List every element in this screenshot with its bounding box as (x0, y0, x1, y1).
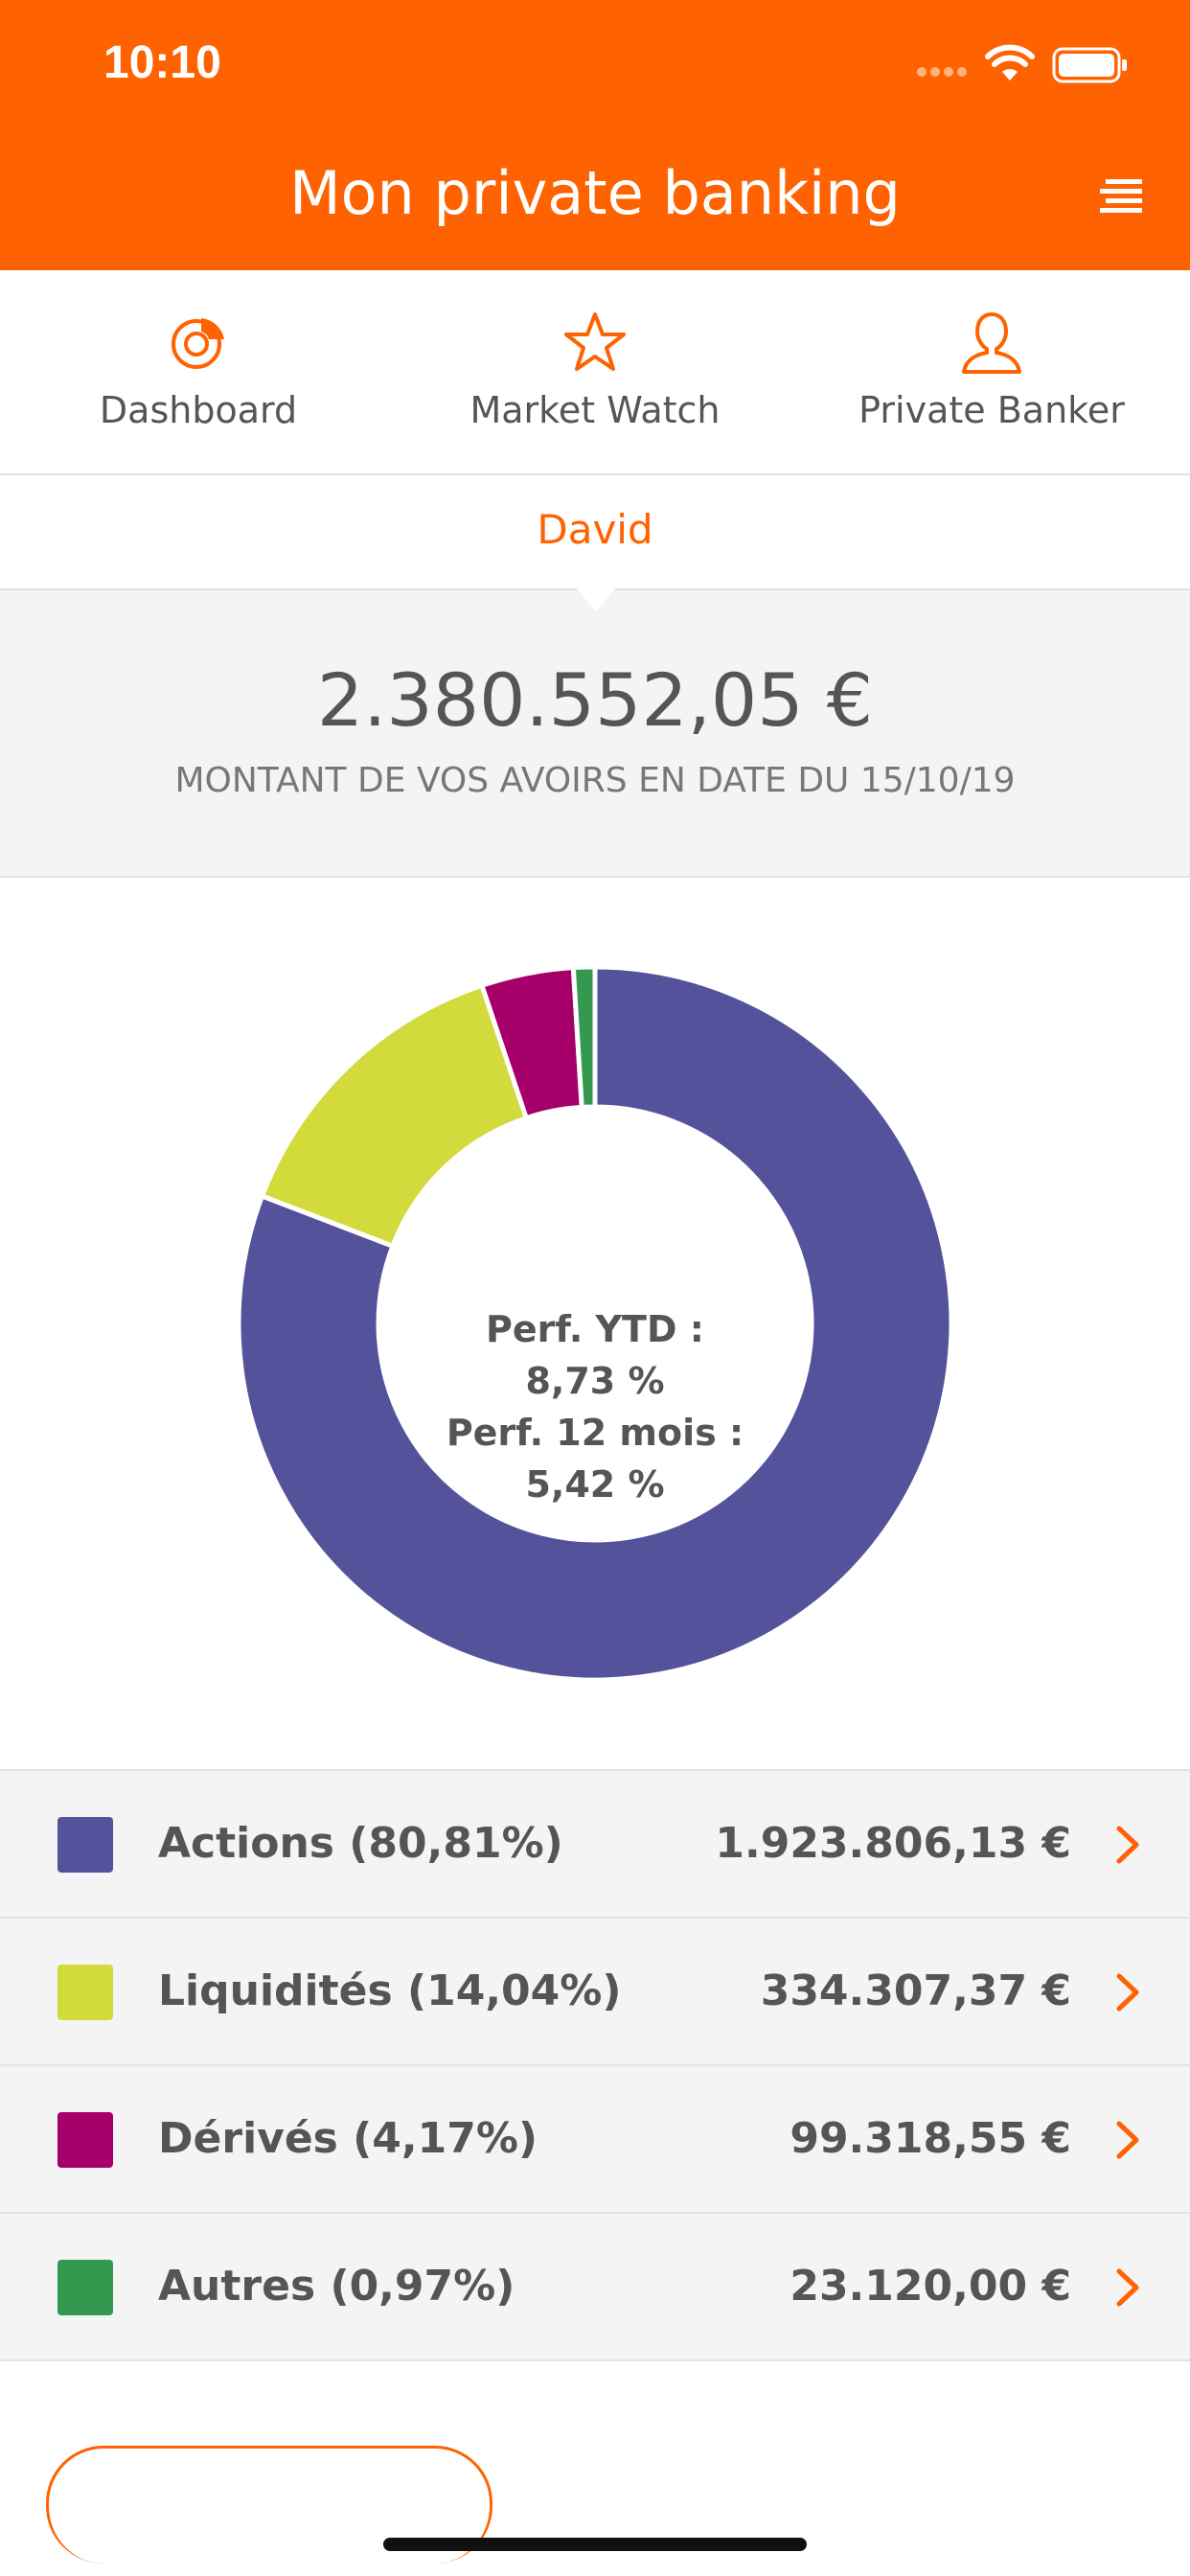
chevron-right-icon (1116, 2268, 1139, 2307)
row-value: 334.307,37 € (760, 1966, 1071, 2015)
row-label: Actions (80,81%) (158, 1819, 563, 1868)
perf-ytd-value: 8,73 % (525, 1360, 665, 1402)
color-swatch (57, 2260, 113, 2315)
battery-icon (1052, 47, 1127, 83)
perf-12m-value: 5,42 % (525, 1463, 665, 1506)
tab-bar: Dashboard Market Watch Private Banker (0, 270, 1190, 475)
color-swatch (57, 1965, 113, 2020)
color-swatch (57, 2112, 113, 2168)
chevron-right-icon (1116, 1973, 1139, 2012)
color-swatch (57, 1817, 113, 1873)
donut-slice-actions[interactable] (236, 964, 954, 1683)
list-item[interactable]: Autres (0,97%) 23.120,00 € (0, 2212, 1190, 2361)
list-item[interactable]: Liquidités (14,04%) 334.307,37 € (0, 1917, 1190, 2064)
donut-slice-autres[interactable] (570, 964, 598, 1111)
star-icon (564, 312, 626, 371)
chart-center-text: Perf. YTD : 8,73 % Perf. 12 mois : 5,42 … (403, 1303, 787, 1510)
perf-12m-label: Perf. 12 mois : (446, 1412, 744, 1454)
list-item[interactable]: Dérivés (4,17%) 99.318,55 € (0, 2064, 1190, 2212)
perf-ytd-label: Perf. YTD : (486, 1308, 704, 1350)
tab-private-banker-label: Private Banker (858, 389, 1125, 431)
total-amount: 2.380.552,05 € (316, 657, 874, 743)
tab-dashboard-label: Dashboard (99, 389, 298, 431)
status-time: 10:10 (103, 37, 221, 88)
page-title: Mon private banking (289, 158, 901, 228)
signal-icon (917, 67, 967, 77)
app-header: 10:10 Mon private banking (0, 0, 1190, 270)
row-value: 99.318,55 € (790, 2114, 1071, 2163)
tab-market-watch-label: Market Watch (469, 389, 721, 431)
donut-slice-liquidites[interactable] (259, 982, 530, 1250)
dashboard-pie-icon (172, 318, 224, 369)
total-panel: 2.380.552,05 € MONTANT DE VOS AVOIRS EN … (0, 588, 1190, 878)
client-name: David (537, 506, 653, 553)
total-subtitle: MONTANT DE VOS AVOIRS EN DATE DU 15/10/1… (174, 761, 1016, 800)
tab-market-watch[interactable]: Market Watch (397, 309, 793, 431)
chart-area (0, 878, 1190, 1769)
tab-private-banker[interactable]: Private Banker (793, 309, 1190, 431)
allocation-list: Actions (80,81%) 1.923.806,13 € Liquidit… (0, 1769, 1190, 2361)
tab-dashboard[interactable]: Dashboard (0, 309, 397, 431)
donut-chart[interactable] (0, 878, 1190, 1769)
row-label: Dérivés (4,17%) (158, 2114, 538, 2163)
home-indicator (383, 2538, 807, 2551)
chevron-right-icon (1116, 2121, 1139, 2159)
row-label: Liquidités (14,04%) (158, 1966, 622, 2015)
pointer-arrow (577, 588, 615, 611)
client-selector[interactable]: David (0, 475, 1190, 590)
row-value: 1.923.806,13 € (715, 1819, 1071, 1868)
person-icon (962, 312, 1021, 374)
list-item[interactable]: Actions (80,81%) 1.923.806,13 € (0, 1769, 1190, 1917)
chevron-right-icon (1116, 1826, 1139, 1864)
menu-icon[interactable] (1100, 177, 1142, 216)
wifi-icon (985, 44, 1035, 80)
row-value: 23.120,00 € (790, 2262, 1071, 2311)
row-label: Autres (0,97%) (158, 2262, 515, 2311)
